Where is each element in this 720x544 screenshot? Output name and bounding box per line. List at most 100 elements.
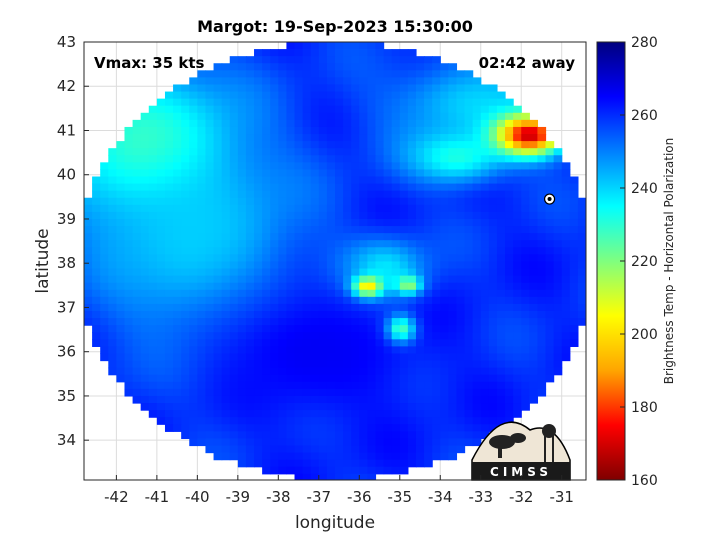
heatmap-cell — [270, 84, 279, 93]
heatmap-cell — [383, 417, 393, 425]
heatmap-cell — [359, 42, 368, 50]
heatmap-cell — [205, 84, 215, 93]
heatmap-cell — [181, 226, 190, 234]
heatmap-cell — [448, 296, 458, 305]
heatmap-cell — [124, 268, 134, 277]
heatmap-cell — [140, 233, 150, 241]
heatmap-cell — [391, 417, 401, 425]
heatmap-cell — [302, 424, 312, 432]
heatmap-cell — [375, 126, 385, 135]
heatmap-cell — [456, 395, 466, 404]
heatmap-cell — [262, 98, 271, 107]
heatmap-cell — [108, 226, 117, 234]
heatmap-cell — [399, 417, 409, 425]
heatmap-cell — [375, 70, 385, 78]
heatmap-cell — [448, 289, 458, 298]
heatmap-cell — [424, 218, 433, 227]
heatmap-cell — [221, 84, 231, 93]
heatmap-cell — [245, 346, 255, 355]
heatmap-cell — [108, 332, 117, 340]
heatmap-cell — [116, 339, 126, 347]
heatmap-cell — [440, 360, 449, 369]
heatmap-cell — [173, 339, 182, 347]
heatmap-cell — [84, 275, 93, 284]
heatmap-cell — [156, 105, 166, 114]
heatmap-cell — [148, 162, 158, 171]
heatmap-cell — [505, 197, 514, 206]
heatmap-cell — [391, 452, 401, 461]
heatmap-cell — [456, 318, 466, 326]
heatmap-cell — [92, 240, 101, 248]
heatmap-cell — [505, 325, 514, 333]
heatmap-cell — [189, 346, 198, 355]
heatmap-cell — [108, 303, 117, 312]
heatmap-cell — [464, 204, 474, 213]
heatmap-cell — [310, 254, 320, 263]
heatmap-cell — [343, 190, 352, 199]
heatmap-cell — [205, 346, 215, 355]
heatmap-cell — [399, 197, 409, 206]
heatmap-cell — [343, 289, 352, 298]
heatmap-cell — [310, 388, 320, 397]
heatmap-cell — [577, 296, 586, 305]
heatmap-cell — [432, 395, 441, 404]
heatmap-cell — [407, 367, 417, 376]
heatmap-cell — [205, 388, 215, 397]
heatmap-cell — [432, 410, 441, 418]
heatmap-cell — [480, 134, 490, 142]
heatmap-cell — [326, 445, 336, 454]
heatmap-cell — [100, 254, 109, 263]
heatmap-cell — [270, 105, 279, 114]
heatmap-cell — [221, 452, 231, 461]
heatmap-cell — [254, 424, 263, 432]
heatmap-cell — [318, 353, 328, 362]
heatmap-cell — [318, 84, 328, 93]
heatmap-cell — [432, 176, 441, 185]
heatmap-cell — [254, 247, 263, 255]
heatmap-cell — [415, 261, 425, 270]
heatmap-cell — [521, 381, 530, 390]
heatmap-cell — [156, 410, 166, 418]
heatmap-cell — [148, 112, 158, 121]
heatmap-cell — [359, 367, 368, 376]
heatmap-cell — [480, 155, 490, 163]
heatmap-cell — [383, 112, 393, 121]
heatmap-cell — [424, 296, 433, 305]
heatmap-cell — [132, 226, 142, 234]
heatmap-cell — [302, 218, 312, 227]
heatmap-cell — [456, 162, 466, 171]
heatmap-cell — [513, 381, 522, 390]
heatmap-cell — [399, 134, 409, 142]
heatmap-cell — [359, 473, 368, 480]
heatmap-cell — [173, 155, 182, 163]
heatmap-cell — [464, 268, 474, 277]
heatmap-cell — [383, 452, 393, 461]
heatmap-cell — [480, 310, 490, 319]
heatmap-cell — [132, 233, 142, 241]
heatmap-cell — [148, 254, 158, 263]
heatmap-cell — [140, 254, 150, 263]
heatmap-cell — [245, 339, 255, 347]
heatmap-cell — [229, 226, 239, 234]
heatmap-cell — [480, 204, 490, 213]
heatmap-cell — [343, 346, 352, 355]
heatmap-cell — [399, 296, 409, 305]
heatmap-cell — [375, 112, 385, 121]
heatmap-cell — [480, 218, 490, 227]
heatmap-cell — [464, 226, 474, 234]
heatmap-cell — [213, 226, 223, 234]
heatmap-cell — [92, 282, 101, 291]
heatmap-cell — [383, 289, 393, 298]
heatmap-cell — [278, 63, 288, 71]
heatmap-cell — [270, 275, 279, 284]
heatmap-cell — [173, 98, 182, 107]
heatmap-cell — [545, 360, 555, 369]
heatmap-cell — [148, 211, 158, 220]
heatmap-cell — [318, 473, 328, 480]
heatmap-cell — [229, 353, 239, 362]
heatmap-cell — [496, 261, 506, 270]
heatmap-cell — [278, 289, 288, 298]
heatmap-cell — [302, 374, 312, 383]
heatmap-cell — [278, 466, 288, 475]
heatmap-cell — [383, 134, 393, 142]
